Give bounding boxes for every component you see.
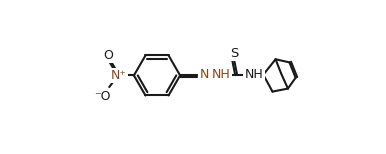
Text: ⁻O: ⁻O [94,90,111,103]
Text: NH: NH [245,68,263,81]
Text: O: O [103,49,113,62]
Text: N: N [199,68,209,81]
Text: N⁺: N⁺ [110,69,127,82]
Text: NH: NH [212,68,230,81]
Text: S: S [230,47,238,60]
